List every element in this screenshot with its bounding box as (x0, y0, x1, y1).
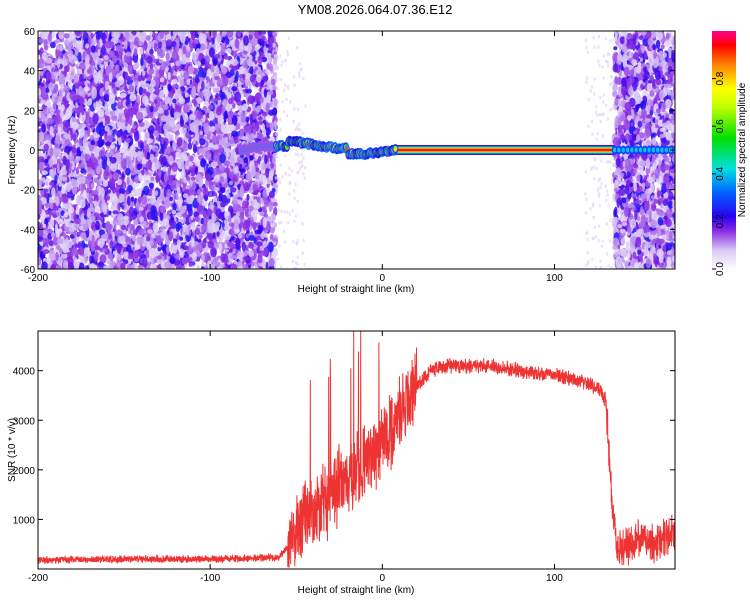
snr-x-tick-label: 100 (546, 573, 563, 584)
spectrogram-x-tick-label: -100 (200, 273, 220, 284)
snr-y-tick-label: 4000 (13, 367, 36, 378)
spectrogram-y-tick-label: -40 (21, 225, 36, 236)
snr-x-axis-label: Height of straight line (km) (298, 585, 415, 596)
spectrogram-x-tick-label: 0 (380, 273, 386, 284)
colorbar-tick-label: 0.0 (715, 262, 726, 276)
colorbar-tick-label: 0.4 (715, 166, 726, 180)
colorbar: 0.0 0.2 0.4 0.6 0.8 Normalized spectral ampl… (712, 31, 748, 276)
snr-y-axis-label: SNR (10 * v/v) (7, 418, 18, 482)
spectrogram-y-tick-label: -20 (21, 186, 36, 197)
snr-y-tick-label: 3000 (13, 416, 36, 427)
snr-x-tick-label: -100 (200, 573, 220, 584)
colorbar-tick-label: 0.8 (715, 71, 726, 85)
snr-x-tick-label: 0 (380, 573, 386, 584)
colorbar-tick-label: 0.6 (715, 119, 726, 133)
spectrogram-y-ticks: -60 -40 -20 0 20 40 60 (21, 27, 675, 276)
snr-series-line (38, 331, 675, 568)
colorbar-ticks: 0.0 0.2 0.4 0.6 0.8 (712, 71, 726, 276)
spectrogram-y-tick-label: 60 (24, 27, 36, 38)
snr-x-ticks: -200 -100 0 100 (28, 331, 563, 584)
spectrogram-x-ticks: -200 -100 0 100 (28, 31, 563, 284)
spectrogram-y-tick-label: -60 (21, 265, 36, 276)
snr-y-tick-label: 1000 (13, 515, 36, 526)
spectrogram-x-tick-label: 100 (546, 273, 563, 284)
snr-y-ticks: 1000 2000 3000 4000 (13, 367, 675, 526)
snr-frame (37, 330, 676, 570)
snr-panel: -200 -100 0 100 1000 2000 3000 4000 Height of … (7, 330, 676, 596)
figure-title: YM08.2026.064.07.36.E12 (298, 2, 453, 17)
spectrogram-carrier (238, 135, 675, 160)
colorbar-label: Normalized spectral amplitude (737, 82, 748, 217)
spectrogram-y-tick-label: 40 (24, 67, 36, 78)
colorbar-gradient (712, 31, 736, 269)
snr-y-tick-label: 2000 (13, 466, 36, 477)
spectrogram-x-tick-label: -200 (28, 273, 48, 284)
spectrogram-y-tick-label: 0 (29, 146, 35, 157)
snr-x-tick-label: -200 (28, 573, 48, 584)
colorbar-tick-label: 0.2 (715, 214, 726, 228)
spectrogram-y-axis-label: Frequency (Hz) (7, 116, 18, 185)
spectrogram-y-tick-label: 20 (24, 106, 36, 117)
spectrogram-x-axis-label: Height of straight line (km) (298, 284, 415, 295)
